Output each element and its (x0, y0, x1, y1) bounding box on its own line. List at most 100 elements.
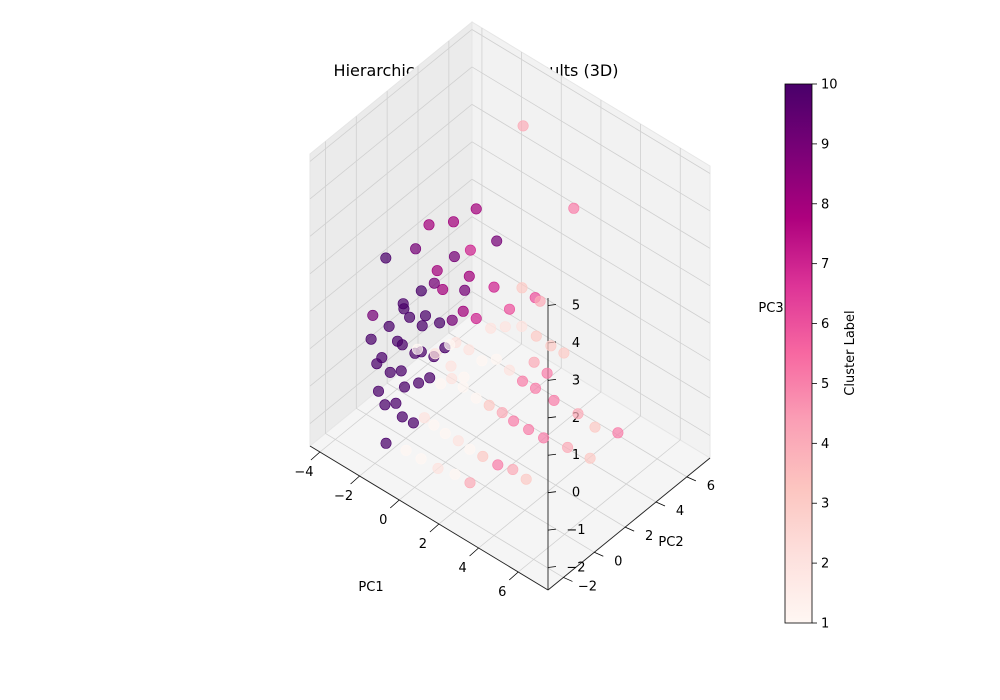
data-point (516, 282, 528, 294)
grid-line-z (471, 29, 711, 174)
x-tick-mark (350, 475, 360, 485)
data-point (457, 305, 469, 317)
data-point (499, 321, 511, 333)
data-point (529, 382, 541, 394)
data-point (379, 399, 391, 411)
data-point (445, 360, 457, 372)
data-point (437, 283, 449, 295)
data-point (428, 277, 440, 289)
z-tick-mark (547, 416, 557, 419)
grid-line-y (325, 433, 564, 578)
grid-line-z (309, 29, 473, 162)
data-point (424, 372, 436, 384)
z-tick-mark (547, 304, 557, 306)
x-tick-label: −2 (334, 489, 353, 504)
data-point (492, 459, 504, 471)
data-point (415, 285, 427, 297)
data-point (464, 244, 476, 256)
data-point (558, 347, 570, 359)
data-point (452, 435, 464, 447)
data-point (459, 284, 471, 296)
data-point (470, 312, 482, 324)
data-point (434, 317, 446, 329)
data-point (541, 367, 553, 379)
x-axis-label: PC1 (358, 580, 383, 595)
x-tick-label: −4 (294, 465, 313, 480)
z-tick-label: 4 (572, 336, 580, 351)
colorbar-tick-label: 9 (821, 137, 829, 152)
data-point (428, 419, 440, 431)
grid-line-x (517, 439, 681, 573)
data-point (485, 322, 497, 334)
y-tick-label: 2 (645, 529, 653, 544)
grid-line-x (478, 415, 641, 549)
colorbar-tick-label: 5 (821, 377, 829, 392)
colorbar-tick-label: 1 (821, 617, 829, 632)
colorbar-ticks: 1 2 3 4 5 6 7 8 9 10 (812, 78, 838, 632)
z-tick-mark (547, 453, 557, 456)
grid-line-z (309, 141, 473, 275)
grid-line-z (471, 253, 711, 399)
data-point (584, 452, 596, 464)
data-point (404, 311, 416, 323)
x-tick-mark (429, 523, 440, 533)
data-point (496, 407, 508, 419)
data-point (444, 339, 456, 351)
data-point (463, 270, 475, 282)
x-tick-mark (508, 571, 519, 581)
data-point (446, 314, 458, 326)
data-point (390, 397, 402, 409)
data-point (449, 468, 461, 480)
z-axis-label: PC3 (758, 301, 783, 316)
grid-line-y (356, 407, 595, 553)
z-tick-mark (547, 378, 557, 381)
data-point (523, 423, 535, 435)
grid-line-y (386, 382, 626, 528)
data-point (503, 303, 515, 315)
colorbar-tick-label: 7 (821, 257, 829, 272)
data-point (380, 252, 392, 264)
data-point (538, 432, 550, 444)
scatter-points (365, 120, 624, 489)
y-tick-label: 0 (614, 554, 622, 569)
data-point (528, 356, 540, 368)
data-point (589, 421, 601, 433)
y-tick-label: 4 (676, 504, 684, 519)
axes-panes (309, 20, 711, 591)
data-point (365, 333, 377, 345)
z-tick-label: 3 (572, 373, 580, 388)
data-point (477, 450, 489, 462)
colorbar-tick-label: 3 (821, 497, 829, 512)
data-point (490, 353, 502, 365)
data-point (548, 394, 560, 406)
z-tick-label: −1 (566, 523, 585, 538)
data-point (568, 202, 580, 214)
z-tick-mark (547, 528, 557, 531)
x-tick-mark (310, 451, 321, 461)
colorbar-tick-label: 4 (821, 437, 829, 452)
z-tick-label: 5 (572, 298, 580, 313)
data-point (572, 408, 584, 420)
grid-line-z (309, 216, 473, 349)
data-point (432, 462, 444, 474)
data-point (470, 392, 482, 404)
y-tick-label: −2 (578, 579, 597, 594)
data-point (407, 417, 419, 429)
y-tick-mark (594, 551, 604, 557)
data-point (534, 295, 546, 307)
z-tick-mark (547, 566, 557, 568)
colorbar-tick-label: 8 (821, 197, 829, 212)
z-tick-label: 1 (572, 448, 580, 463)
data-point (396, 339, 408, 351)
data-point (398, 381, 410, 393)
data-point (530, 330, 542, 342)
data-point (612, 427, 624, 439)
grid-line-z (471, 104, 711, 249)
data-point (470, 203, 482, 215)
data-point (439, 427, 451, 439)
grid-line-z (471, 216, 711, 362)
data-point (429, 348, 441, 360)
data-point (384, 366, 396, 378)
z-tick-mark (547, 491, 557, 494)
data-point (448, 251, 460, 263)
